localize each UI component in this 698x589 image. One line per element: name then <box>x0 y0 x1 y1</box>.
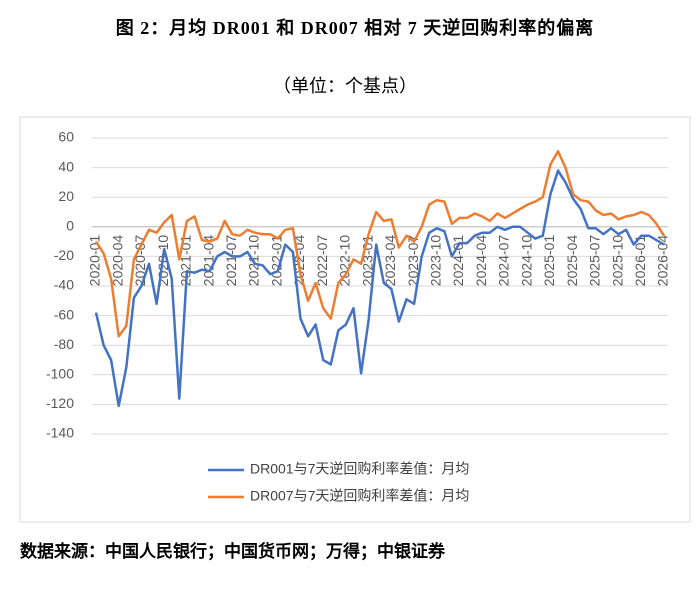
y-tick-label: -120 <box>46 395 74 411</box>
x-tick-label: 2023-01 <box>359 235 375 287</box>
x-tick-label: 2025-04 <box>564 235 580 287</box>
x-tick-label: 2021-07 <box>223 235 239 287</box>
x-tick-label: 2023-07 <box>405 235 421 287</box>
y-tick-label: 20 <box>58 188 74 204</box>
x-tick-label: 2020-04 <box>109 235 125 287</box>
series-line <box>94 150 666 338</box>
x-tick-label: 2025-10 <box>609 235 625 287</box>
x-tick-label: 2026-04 <box>655 235 671 287</box>
x-tick-label: 2024-07 <box>496 235 512 287</box>
chart-title: 图 2：月均 DR001 和 DR007 相对 7 天逆回购利率的偏离 <box>116 17 595 38</box>
y-tick-label: -80 <box>54 336 74 352</box>
y-tick-label: -140 <box>46 425 74 441</box>
y-tick-label: 60 <box>58 129 74 145</box>
source-note: 数据来源：中国人民银行；中国货币网；万得；中银证券 <box>20 541 446 561</box>
x-tick-label: 2022-07 <box>314 235 330 287</box>
y-tick-label: 40 <box>58 158 74 174</box>
x-tick-label: 2024-01 <box>450 235 466 287</box>
y-tick-label: -40 <box>54 277 74 293</box>
chart-subtitle: （单位：个基点） <box>273 76 417 96</box>
chart-frame <box>19 116 691 523</box>
series-line <box>94 169 665 408</box>
legend-label: DR007与7天逆回购利率差值：月均 <box>250 488 469 504</box>
legend-label: DR001与7天逆回购利率差值：月均 <box>250 461 469 477</box>
x-tick-label: 2024-10 <box>518 235 534 287</box>
y-tick-label: -100 <box>46 366 74 382</box>
y-tick-label: -20 <box>54 247 74 263</box>
x-tick-label: 2026-01 <box>632 235 648 287</box>
x-tick-label: 2020-01 <box>87 235 103 287</box>
x-tick-label: 2024-04 <box>473 235 489 287</box>
x-tick-label: 2021-04 <box>200 235 216 287</box>
x-tick-label: 2025-07 <box>587 235 603 287</box>
y-tick-label: -60 <box>54 306 74 322</box>
x-tick-label: 2023-04 <box>382 235 398 287</box>
x-tick-label: 2022-10 <box>337 235 353 287</box>
x-tick-label: 2025-01 <box>541 235 557 287</box>
y-tick-label: 0 <box>66 218 74 234</box>
x-tick-label: 2020-07 <box>132 235 148 287</box>
x-tick-label: 2023-10 <box>428 235 444 287</box>
